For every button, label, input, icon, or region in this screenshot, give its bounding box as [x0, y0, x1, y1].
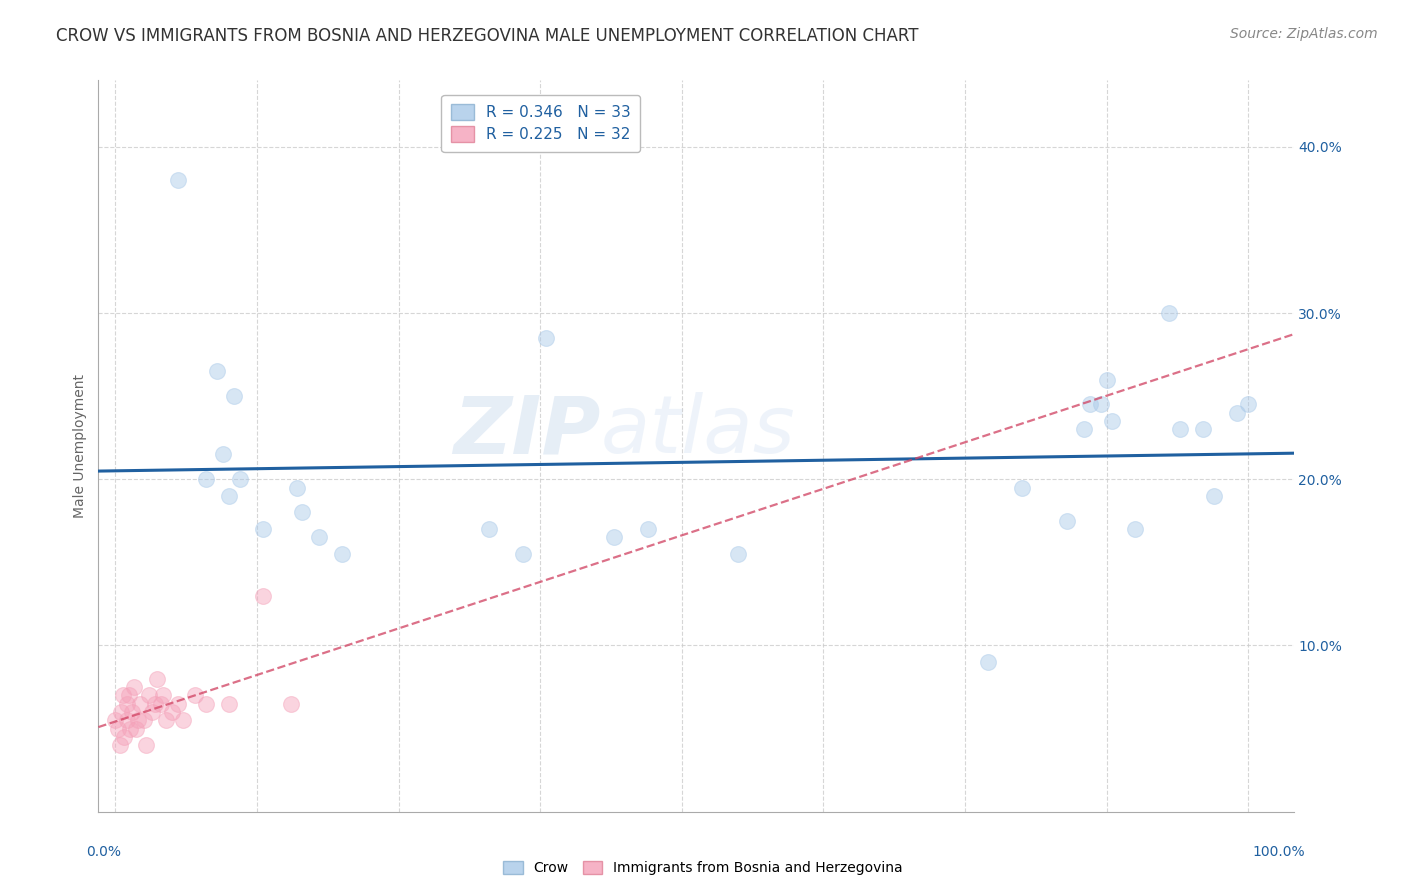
- Point: [110, 705, 132, 719]
- Point: [1123, 522, 1146, 536]
- Point: [155, 714, 177, 728]
- Point: [112, 689, 135, 703]
- Point: [727, 547, 749, 561]
- Point: [252, 589, 274, 603]
- Point: [1078, 397, 1101, 411]
- Point: [129, 697, 152, 711]
- Point: [1056, 514, 1078, 528]
- Point: [212, 447, 235, 461]
- Point: [166, 697, 188, 711]
- Point: [252, 522, 274, 536]
- Point: [125, 722, 148, 736]
- Point: [160, 705, 183, 719]
- Text: ZIP: ZIP: [453, 392, 600, 470]
- Point: [146, 672, 169, 686]
- Point: [976, 655, 998, 669]
- Point: [118, 689, 141, 703]
- Point: [152, 689, 174, 703]
- Point: [1095, 372, 1118, 386]
- Point: [1226, 406, 1249, 420]
- Point: [115, 697, 138, 711]
- Point: [1157, 306, 1180, 320]
- Legend: R = 0.346   N = 33, R = 0.225   N = 32: R = 0.346 N = 33, R = 0.225 N = 32: [441, 95, 640, 152]
- Point: [141, 705, 163, 719]
- Point: [291, 506, 314, 520]
- Point: [120, 722, 142, 736]
- Point: [183, 689, 205, 703]
- Point: [135, 738, 157, 752]
- Point: [534, 331, 557, 345]
- Point: [512, 547, 534, 561]
- Point: [107, 722, 129, 736]
- Point: [1011, 481, 1033, 495]
- Point: [108, 738, 131, 752]
- Point: [218, 697, 240, 711]
- Point: [143, 697, 166, 711]
- Point: [280, 697, 302, 711]
- Point: [224, 389, 246, 403]
- Text: 0.0%: 0.0%: [87, 845, 121, 859]
- Point: [138, 689, 160, 703]
- Point: [1192, 422, 1215, 436]
- Point: [229, 472, 252, 486]
- Point: [1101, 414, 1123, 428]
- Point: [172, 714, 194, 728]
- Point: [603, 530, 626, 544]
- Point: [127, 714, 149, 728]
- Point: [1090, 397, 1112, 411]
- Point: [1168, 422, 1191, 436]
- Text: atlas: atlas: [600, 392, 796, 470]
- Text: Source: ZipAtlas.com: Source: ZipAtlas.com: [1230, 27, 1378, 41]
- Y-axis label: Male Unemployment: Male Unemployment: [73, 374, 87, 518]
- Point: [308, 530, 330, 544]
- Point: [195, 697, 218, 711]
- Point: [207, 364, 229, 378]
- Point: [637, 522, 659, 536]
- Point: [1204, 489, 1226, 503]
- Point: [132, 714, 155, 728]
- Point: [1073, 422, 1095, 436]
- Point: [478, 522, 501, 536]
- Point: [330, 547, 353, 561]
- Point: [104, 714, 127, 728]
- Point: [1237, 397, 1260, 411]
- Point: [218, 489, 240, 503]
- Text: 100.0%: 100.0%: [1253, 845, 1306, 859]
- Point: [115, 714, 138, 728]
- Point: [121, 705, 143, 719]
- Point: [195, 472, 218, 486]
- Point: [149, 697, 172, 711]
- Text: CROW VS IMMIGRANTS FROM BOSNIA AND HERZEGOVINA MALE UNEMPLOYMENT CORRELATION CHA: CROW VS IMMIGRANTS FROM BOSNIA AND HERZE…: [56, 27, 918, 45]
- Point: [114, 730, 136, 744]
- Point: [122, 680, 145, 694]
- Legend: Crow, Immigrants from Bosnia and Herzegovina: Crow, Immigrants from Bosnia and Herzego…: [498, 855, 908, 880]
- Point: [166, 173, 188, 187]
- Point: [285, 481, 308, 495]
